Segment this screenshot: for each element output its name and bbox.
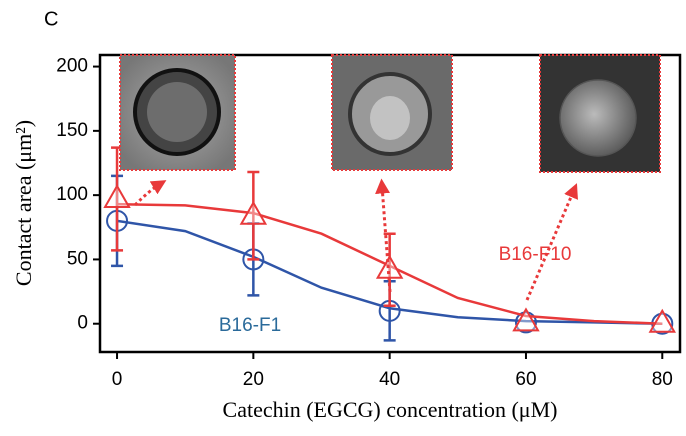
marker bbox=[514, 311, 537, 334]
cell-texture bbox=[147, 82, 207, 142]
series-label: B16-F1 bbox=[219, 315, 281, 336]
marker bbox=[375, 254, 404, 279]
y-tick-label: 0 bbox=[77, 313, 88, 334]
x-tick-label: 20 bbox=[243, 369, 264, 390]
marker bbox=[648, 308, 677, 333]
y-axis-label: Contact area (μm²) bbox=[11, 120, 36, 286]
error-bar bbox=[247, 170, 260, 261]
x-axis-label: Catechin (EGCG) concentration (μM) bbox=[223, 397, 558, 422]
arrow bbox=[525, 183, 578, 301]
x-tick-label: 0 bbox=[112, 369, 123, 390]
x-tick-label: 40 bbox=[379, 369, 400, 390]
marker bbox=[512, 307, 540, 332]
y-tick-label: 50 bbox=[67, 248, 88, 269]
panel-label: C bbox=[44, 8, 58, 30]
marker bbox=[103, 183, 131, 208]
arrow bbox=[133, 180, 167, 207]
cell-texture bbox=[370, 96, 410, 140]
error-bar bbox=[383, 232, 396, 307]
marker bbox=[239, 200, 268, 225]
x-tick-label: 60 bbox=[515, 369, 536, 390]
y-tick-label: 100 bbox=[56, 184, 88, 205]
y-tick-label: 200 bbox=[56, 56, 88, 77]
x-tick-label: 80 bbox=[652, 369, 673, 390]
y-tick-label: 150 bbox=[56, 120, 88, 141]
insets bbox=[119, 54, 661, 301]
series-label: B16-F10 bbox=[499, 244, 572, 265]
cell bbox=[559, 79, 637, 157]
